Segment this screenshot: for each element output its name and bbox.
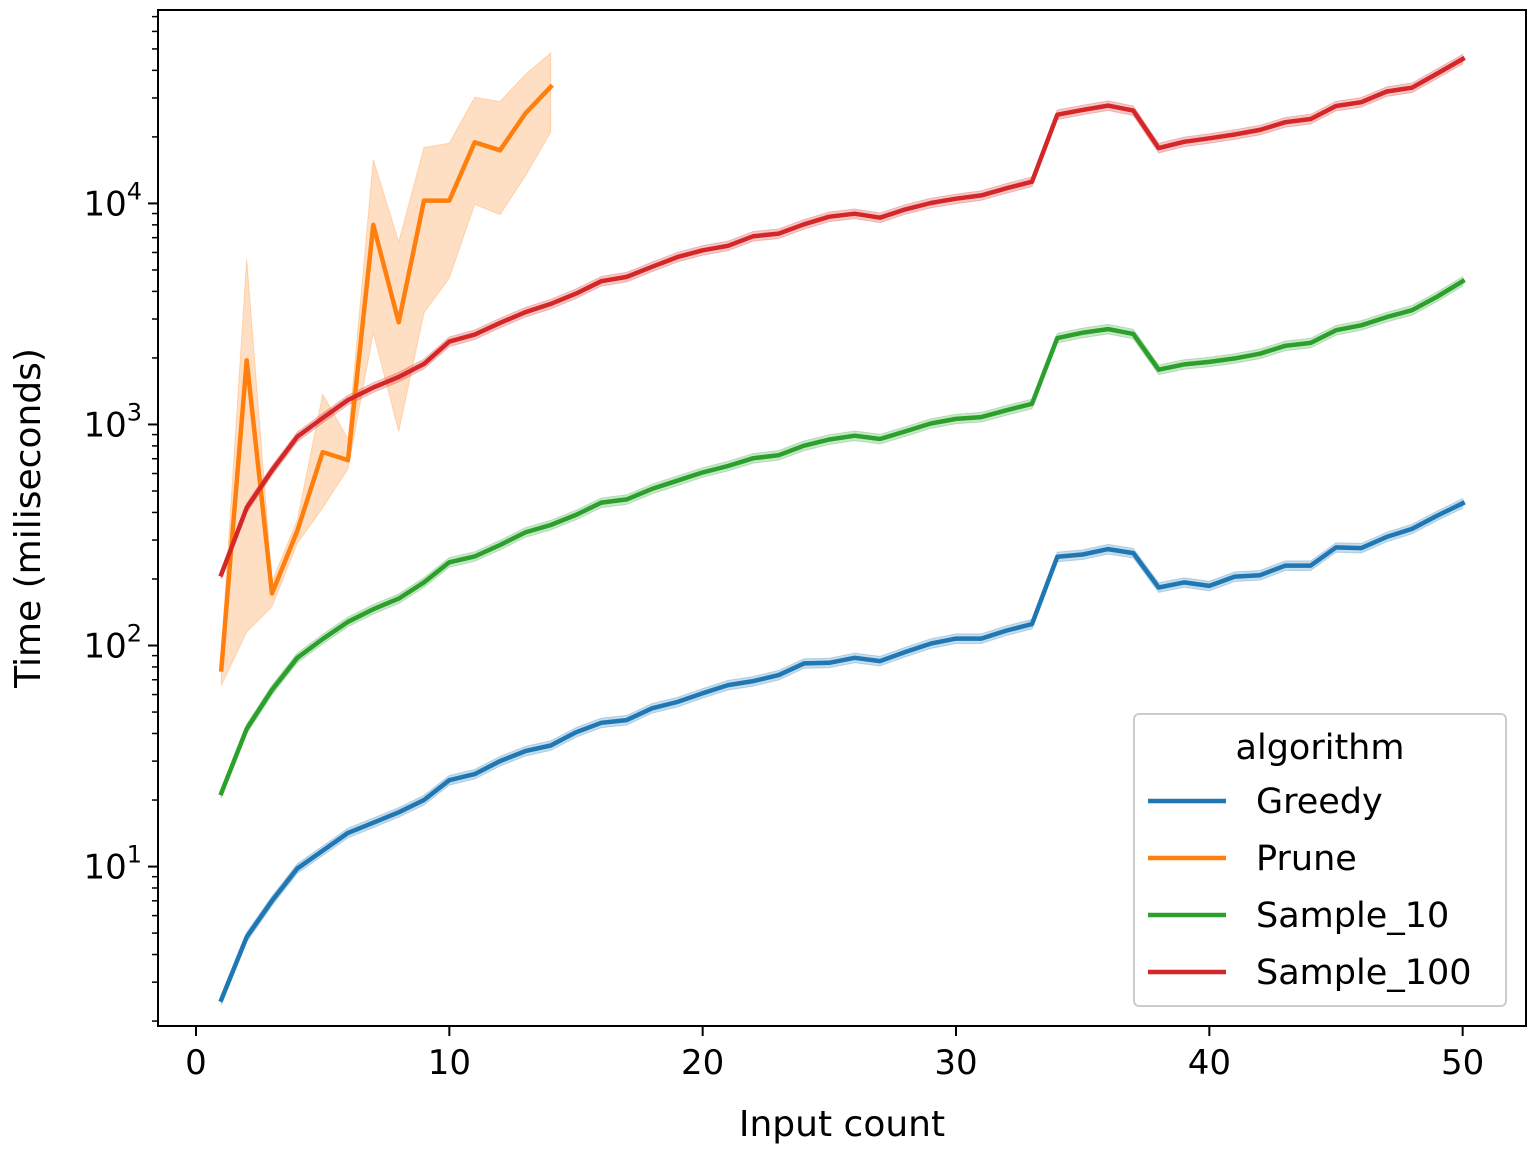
legend-label-greedy: Greedy [1256, 782, 1383, 822]
line-prune [218, 83, 554, 672]
x-tick-label: 20 [681, 1043, 724, 1083]
band-prune [220, 51, 552, 686]
legend-title: algorithm [1236, 728, 1405, 768]
y-tick-label: 102 [83, 620, 142, 667]
y-axis-label: Time (miliseconds) [8, 348, 49, 689]
x-tick-label: 30 [934, 1043, 977, 1083]
legend-label-sample-100: Sample_100 [1256, 953, 1472, 993]
legend-label-prune: Prune [1256, 839, 1357, 879]
x-axis-label: Input count [739, 1104, 945, 1145]
y-tick-label: 101 [83, 841, 142, 888]
line-sample-100 [218, 55, 1466, 578]
legend-box [1133, 713, 1507, 1007]
x-tick-label: 40 [1188, 1043, 1231, 1083]
x-axis: 0 10 20 30 40 50 [185, 1026, 1484, 1083]
y-axis: 101 102 103 104 [83, 15, 158, 1022]
x-tick-label: 50 [1441, 1043, 1484, 1083]
legend: algorithm Greedy Prune Sample_10 Sample_100 [1133, 713, 1507, 1007]
line-sample-10 [218, 278, 1466, 797]
y-tick-label: 103 [83, 398, 142, 445]
legend-items: Greedy Prune Sample_10 Sample_100 [1148, 782, 1472, 993]
x-tick-label: 10 [428, 1043, 471, 1083]
series-lines [218, 55, 1466, 1003]
y-tick-label: 104 [83, 177, 142, 224]
line-greedy [218, 500, 1466, 1003]
x-tick-label: 0 [185, 1043, 207, 1083]
plot-frame [157, 9, 1527, 1027]
legend-label-sample-10: Sample_10 [1256, 896, 1449, 936]
